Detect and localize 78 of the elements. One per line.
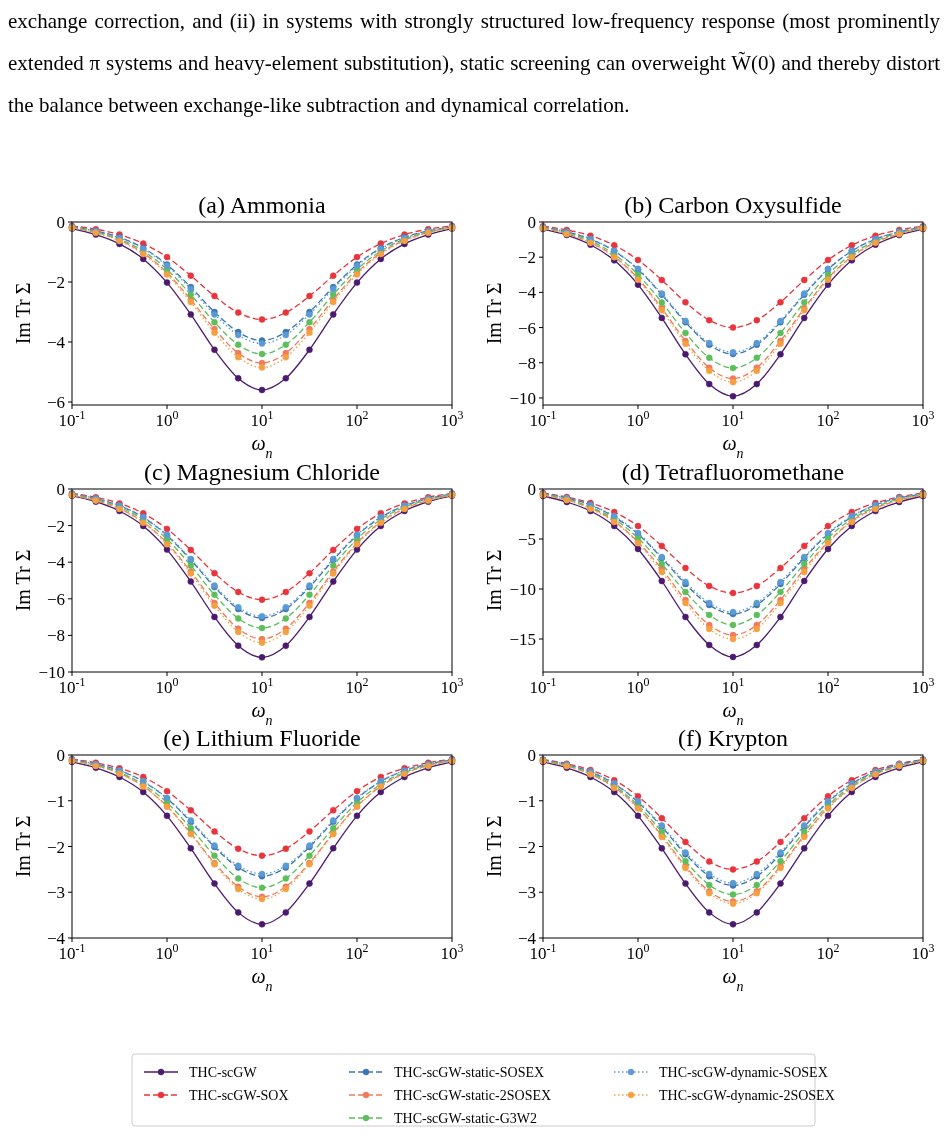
x-tick-label: 10$^{1}$ [250, 675, 274, 697]
x-tick-label: 10$^{2}$ [345, 675, 369, 697]
text: exchange correction, and (ii) in systems with strongly structured low-frequency response (most prominently extended π systems and heavy-element substitution), static screening can overweight W̃(0) and thereby distort the balance between exchange-like subtraction and dynamical correlation. [8, 8, 940, 119]
y-tick-label: −3 [517, 883, 536, 903]
legend-label: THC-scGW-static-2SOSEX [394, 1088, 552, 1103]
y-tick-label: 0 [527, 746, 536, 765]
x-tick-label: 10$^{1}$ [250, 941, 274, 963]
x-tick-label: 10$^{2}$ [816, 941, 840, 963]
y-tick-label: −2 [46, 837, 65, 857]
y-axis-title: Im Tr Σ [483, 282, 505, 345]
chart-title: (c) Magnesium Chloride [144, 459, 380, 485]
y-tick-label: −15 [509, 630, 536, 649]
y-tick-label: −8 [46, 626, 65, 646]
x-tick-label: 10$^{1}$ [721, 675, 745, 697]
y-tick-label: −2 [517, 248, 536, 268]
y-tick-label: 0 [527, 480, 536, 499]
x-tick-label: 10$^{0}$ [626, 941, 650, 963]
x-tick-label: 10$^{-1}$ [529, 675, 557, 697]
x-tick-label: 10$^{3}$ [440, 941, 464, 963]
y-tick-label: −2 [46, 273, 65, 292]
y-tick-label: −2 [517, 837, 536, 857]
x-tick-label: 10$^{2}$ [345, 408, 369, 430]
x-axis-title: ω$_{n}$ [251, 432, 273, 461]
x-tick-label: 10$^{0}$ [155, 408, 179, 430]
y-tick-label: 0 [527, 213, 536, 232]
y-tick-label: −8 [517, 353, 536, 373]
legend-label: THC-scGW-SOX [189, 1088, 289, 1103]
y-tick-label: −1 [46, 791, 65, 811]
chart-title: (b) Carbon Oxysulfide [624, 192, 842, 218]
legend-label: THC-scGW-dynamic-SOSEX [659, 1065, 828, 1080]
x-tick-label: 10$^{3}$ [440, 675, 464, 697]
x-axis-title: ω$_{n}$ [722, 432, 744, 461]
y-tick-label: 0 [56, 213, 65, 232]
y-axis-title: Im Tr Σ [12, 282, 34, 345]
y-axis-title: Im Tr Σ [483, 549, 505, 612]
x-tick-label: 10$^{2}$ [816, 408, 840, 430]
x-tick-label: 10$^{0}$ [626, 408, 650, 430]
chart-title: (a) Ammonia [198, 192, 326, 218]
x-axis-title: ω$_{n}$ [251, 699, 273, 728]
x-tick-label: 10$^{1}$ [721, 408, 745, 430]
legend-label: THC-scGW-dynamic-2SOSEX [659, 1088, 835, 1103]
x-axis-title: ω$_{n}$ [722, 965, 744, 994]
y-tick-label: −4 [46, 333, 66, 352]
y-tick-label: −2 [46, 516, 65, 536]
x-axis-title: ω$_{n}$ [722, 699, 744, 728]
x-tick-label: 10$^{2}$ [345, 941, 369, 963]
chart-title: (f) Krypton [678, 725, 788, 751]
x-tick-label: 10$^{0}$ [155, 675, 179, 697]
y-tick-label: −1 [517, 791, 536, 811]
x-tick-label: 10$^{3}$ [911, 941, 935, 963]
y-tick-label: −4 [517, 283, 537, 303]
legend-label: THC-scGW-static-G3W2 [394, 1111, 538, 1126]
x-tick-label: 10$^{1}$ [721, 941, 745, 963]
x-tick-label: 10$^{0}$ [626, 675, 650, 697]
x-axis-title: ω$_{n}$ [251, 965, 273, 994]
y-axis-title: Im Tr Σ [12, 815, 34, 878]
y-tick-label: 0 [56, 480, 65, 499]
y-axis-title: Im Tr Σ [12, 549, 34, 612]
chart-title: (e) Lithium Fluoride [163, 725, 361, 751]
y-tick-label: −3 [46, 883, 65, 903]
legend-label: THC-scGW [189, 1065, 258, 1080]
x-tick-label: 10$^{3}$ [911, 408, 935, 430]
y-axis-title: Im Tr Σ [483, 815, 505, 878]
y-tick-label: −10 [509, 388, 536, 408]
y-tick-label: −10 [509, 580, 536, 599]
x-tick-label: 10$^{3}$ [440, 408, 464, 430]
x-tick-label: 10$^{2}$ [816, 675, 840, 697]
y-tick-label: 0 [56, 746, 65, 765]
x-tick-label: 10$^{0}$ [155, 941, 179, 963]
chart-title: (d) Tetrafluoromethane [621, 459, 845, 485]
y-tick-label: −6 [517, 318, 536, 338]
y-tick-label: −6 [46, 589, 65, 609]
x-tick-label: 10$^{3}$ [911, 675, 935, 697]
y-tick-label: −5 [517, 530, 536, 549]
legend-label: THC-scGW-static-SOSEX [394, 1065, 545, 1080]
x-tick-label: 10$^{-1}$ [529, 408, 557, 430]
x-tick-label: 10$^{1}$ [250, 408, 274, 430]
y-tick-label: −4 [46, 553, 66, 573]
